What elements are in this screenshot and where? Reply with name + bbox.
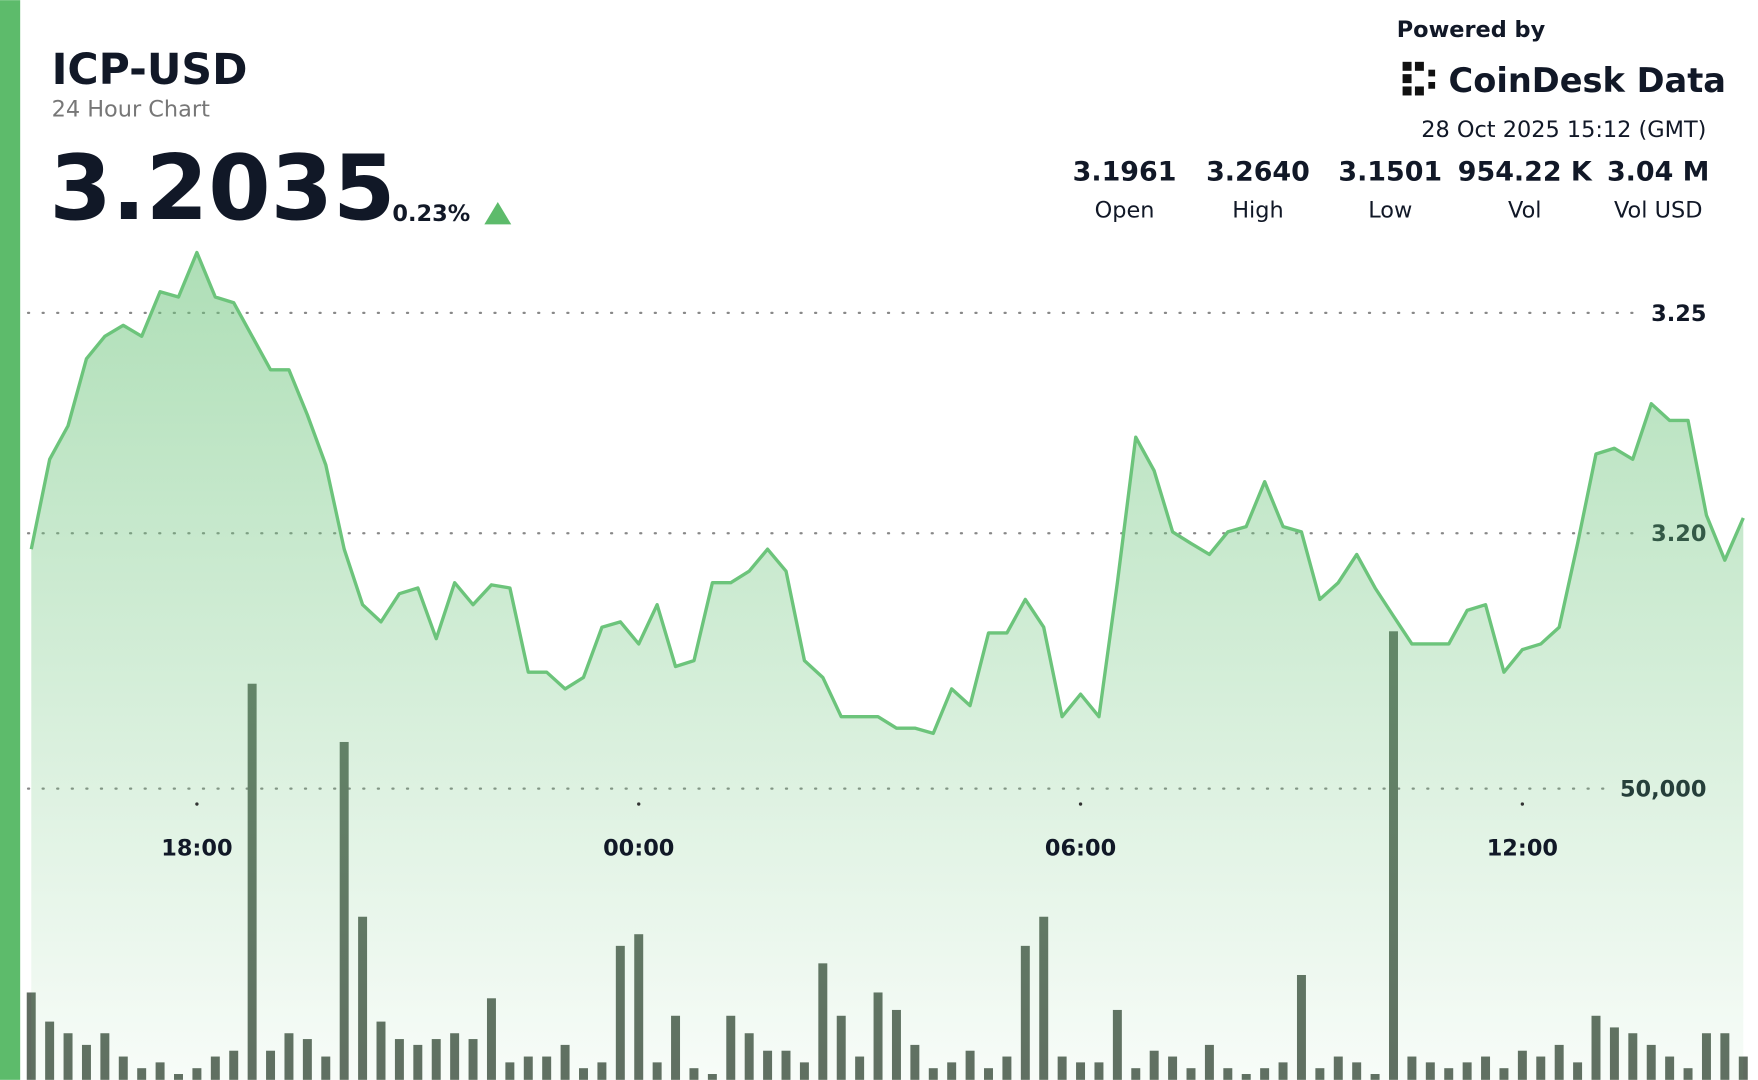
stats: 3.1961 Open 3.2640 High 3.1501 Low 954.22 K Vol… [1073, 157, 1710, 224]
price-line [29, 250, 1745, 736]
x-tick-label: 12:00 [1487, 836, 1558, 862]
price: 3.2035 [49, 137, 395, 241]
x-tick-label: 00:00 [603, 836, 674, 862]
price-area [31, 252, 1744, 1080]
stat-value: 3.2640 [1206, 157, 1310, 188]
brand: CoinDesk Data [1449, 61, 1726, 100]
x-tick-mark [195, 802, 199, 806]
stat-label: Vol [1508, 198, 1542, 224]
x-tick-mark [637, 802, 641, 806]
accent-bar [0, 0, 21, 1080]
stat-value: 3.04 M [1607, 157, 1709, 188]
powered-by: Powered by [1397, 17, 1546, 43]
stat-value: 3.1501 [1338, 157, 1442, 188]
stat-value: 954.22 K [1458, 157, 1593, 188]
stat-label: Low [1368, 198, 1412, 224]
y-tick-label: 3.25 [1651, 301, 1706, 327]
stat-label: High [1232, 198, 1284, 224]
brand-logo [1402, 61, 1436, 96]
stat-label: Vol USD [1614, 198, 1703, 224]
subtitle: 24 Hour Chart [52, 97, 211, 123]
stat-value: 3.1961 [1073, 157, 1177, 188]
timestamp: 28 Oct 2025 15:12 (GMT) [1421, 117, 1706, 143]
x-tick-label: 06:00 [1045, 836, 1116, 862]
change: 0.23% [392, 201, 470, 227]
x-tick-label: 18:00 [161, 836, 232, 862]
volume-bar [26, 992, 36, 1080]
stat-label: Open [1095, 198, 1155, 224]
up-arrow [484, 201, 512, 225]
x-tick-mark [1520, 802, 1525, 806]
x-tick-mark [1078, 802, 1083, 806]
title: ICP-USD [52, 45, 248, 95]
